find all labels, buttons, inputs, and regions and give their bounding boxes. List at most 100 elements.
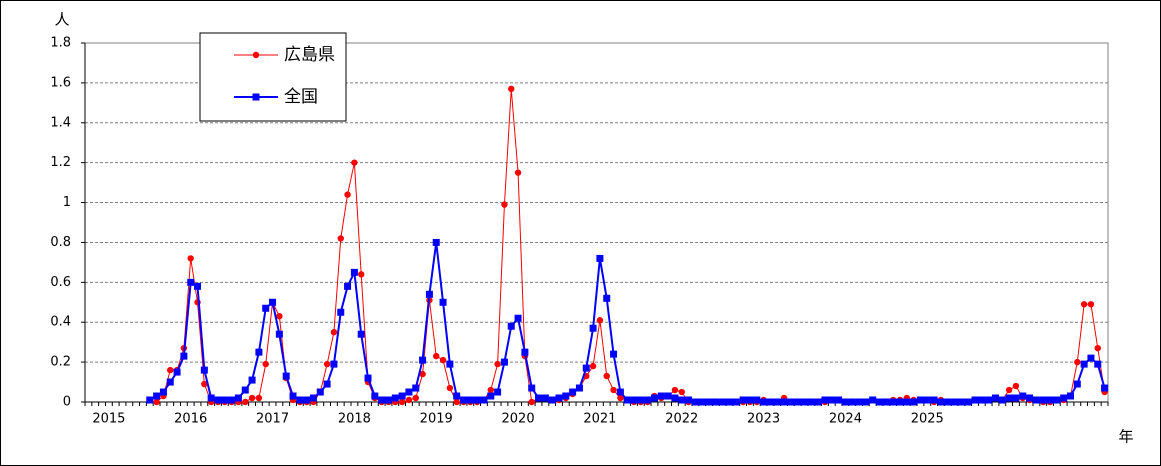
marker: [248, 376, 256, 384]
marker: [678, 396, 686, 404]
marker: [446, 384, 454, 392]
marker: [507, 322, 515, 330]
marker: [432, 238, 440, 246]
y-tick-label: 0: [63, 395, 71, 410]
marker: [787, 398, 795, 406]
y-tick-label: 1.6: [50, 75, 71, 90]
marker: [514, 314, 522, 322]
marker: [637, 396, 645, 404]
marker: [412, 394, 419, 402]
x-tick-label: 2018: [338, 412, 371, 427]
marker: [835, 396, 843, 404]
marker: [650, 394, 658, 402]
y-tick-label: 0.6: [50, 275, 71, 290]
marker: [746, 396, 754, 404]
marker: [896, 398, 904, 406]
marker: [910, 398, 918, 406]
marker: [1087, 301, 1095, 308]
marker: [1012, 394, 1020, 402]
marker: [460, 396, 468, 404]
marker: [978, 396, 986, 404]
marker: [398, 392, 406, 400]
marker: [705, 398, 713, 406]
marker: [351, 159, 358, 166]
marker: [882, 398, 890, 406]
x-tick-label: 2019: [420, 412, 453, 427]
marker: [957, 398, 965, 406]
marker: [466, 396, 474, 404]
marker: [617, 394, 624, 402]
marker: [1012, 382, 1020, 390]
x-tick-label: 2022: [665, 412, 698, 427]
marker: [725, 398, 733, 406]
marker: [1094, 344, 1101, 352]
marker: [180, 352, 188, 360]
marker: [439, 356, 447, 364]
y-tick-label: 1.2: [50, 155, 71, 170]
marker: [269, 298, 277, 306]
marker: [500, 358, 508, 366]
marker: [589, 362, 597, 370]
marker: [357, 330, 365, 338]
marker: [671, 394, 679, 402]
x-tick-label: 2025: [911, 412, 944, 427]
marker: [337, 235, 344, 242]
marker: [541, 394, 549, 402]
marker: [425, 290, 433, 298]
marker: [330, 328, 338, 336]
marker: [1053, 396, 1061, 404]
legend-label: 全国: [284, 87, 318, 107]
marker: [657, 392, 665, 400]
marker: [698, 398, 706, 406]
marker: [309, 394, 317, 402]
marker: [405, 388, 413, 396]
legend-marker: [252, 93, 260, 101]
marker: [916, 396, 924, 404]
marker: [732, 398, 740, 406]
marker: [1026, 394, 1034, 402]
marker: [555, 394, 563, 402]
marker: [664, 392, 672, 400]
marker: [241, 386, 249, 394]
marker: [528, 398, 535, 406]
x-tick-label: 2021: [583, 412, 616, 427]
marker: [596, 254, 604, 262]
marker: [473, 396, 481, 404]
x-tick-label: 2015: [92, 412, 125, 427]
y-tick-label: 0.2: [50, 355, 71, 370]
marker: [691, 398, 699, 406]
marker: [344, 282, 352, 290]
marker: [794, 398, 802, 406]
marker: [903, 398, 911, 406]
marker: [323, 360, 331, 368]
marker: [487, 386, 494, 394]
marker: [289, 392, 297, 400]
marker: [514, 169, 522, 176]
marker: [378, 396, 386, 404]
marker: [391, 394, 399, 402]
marker: [760, 398, 768, 406]
marker: [562, 392, 570, 400]
legend-marker: [252, 51, 260, 59]
y-tick-label: 1.8: [50, 36, 71, 51]
marker: [234, 394, 242, 402]
marker: [412, 384, 420, 392]
marker: [303, 396, 311, 404]
marker: [255, 394, 263, 402]
marker: [1060, 394, 1068, 402]
marker: [398, 398, 406, 406]
marker: [228, 396, 236, 404]
marker: [548, 396, 556, 404]
marker: [1073, 380, 1081, 388]
marker: [453, 392, 461, 400]
y-tick-label: 0.4: [50, 315, 71, 330]
marker: [841, 398, 849, 406]
marker: [384, 396, 392, 404]
marker: [937, 398, 945, 406]
marker: [753, 396, 761, 404]
marker: [623, 396, 631, 404]
marker: [944, 398, 952, 406]
marker: [153, 392, 161, 400]
marker: [323, 380, 331, 388]
